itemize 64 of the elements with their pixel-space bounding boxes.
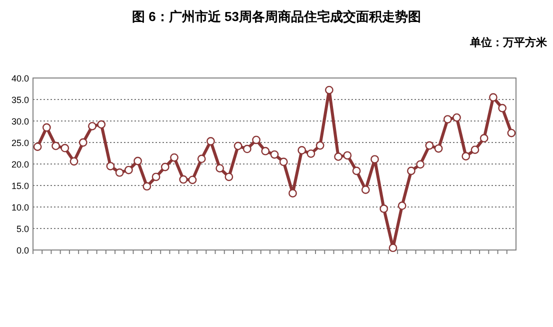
point: [480, 134, 488, 142]
y-tick-label: 0.0: [16, 246, 29, 256]
point: [115, 168, 124, 177]
point: [234, 142, 242, 150]
point: [78, 138, 88, 147]
point: [216, 164, 224, 172]
point: [361, 186, 370, 194]
point: [288, 189, 297, 198]
y-tick-label: 25.0: [11, 138, 29, 148]
point: [224, 172, 234, 182]
point: [324, 86, 334, 94]
y-tick-label: 20.0: [11, 160, 29, 170]
point: [425, 141, 434, 150]
point: [380, 204, 388, 213]
point: [160, 162, 170, 172]
point: [489, 93, 498, 102]
y-tick-label: 35.0: [11, 95, 29, 105]
y-tick-label: 10.0: [11, 202, 29, 212]
point: [398, 202, 406, 210]
point: [242, 144, 252, 154]
point: [33, 142, 42, 151]
point: [142, 182, 152, 191]
point: [434, 144, 443, 153]
point: [106, 162, 115, 170]
text: 单位：万平方米: [469, 36, 548, 49]
y-tick-label: 40.0: [11, 74, 29, 84]
point: [88, 122, 96, 130]
point: [97, 120, 106, 129]
point: [42, 123, 51, 132]
point: [388, 244, 398, 252]
point: [60, 144, 70, 152]
point: [261, 146, 270, 156]
point: [279, 158, 288, 166]
point: [452, 113, 461, 122]
point: [197, 154, 206, 164]
point: [252, 136, 260, 144]
point: [316, 141, 324, 150]
point: [134, 156, 142, 166]
point: [270, 150, 279, 159]
point: [152, 172, 160, 182]
point: [298, 146, 306, 154]
point: [334, 152, 342, 161]
point: [407, 166, 416, 176]
point: [470, 146, 480, 154]
point: [343, 151, 352, 160]
chart-title: 图 6：广州市近 53周各周商品住宅成交面积走势图: [132, 9, 421, 24]
point: [370, 155, 379, 164]
point: [70, 157, 78, 166]
point: [462, 152, 470, 160]
point: [206, 137, 215, 146]
point: [352, 166, 361, 176]
point: [52, 142, 60, 150]
point: [416, 160, 425, 169]
point: [179, 175, 188, 184]
point: [443, 115, 452, 124]
point: [124, 166, 133, 174]
y-tick-label: 30.0: [11, 116, 29, 126]
point: [188, 176, 197, 184]
point: [306, 149, 316, 158]
y-tick-label: 15.0: [11, 181, 29, 191]
y-tick-label: 5.0: [16, 224, 29, 234]
point: [170, 153, 178, 162]
point: [507, 128, 516, 138]
point: [498, 104, 507, 112]
